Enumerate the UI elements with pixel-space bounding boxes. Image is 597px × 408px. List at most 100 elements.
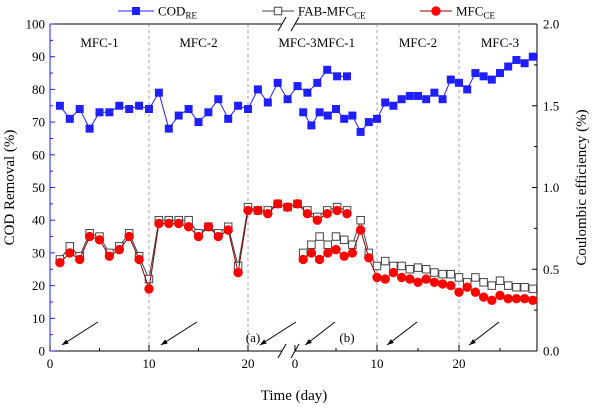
data-point-cod-re [303,88,312,97]
y-right-tick-label: 2.0 [543,17,559,32]
data-point-cod-re [154,88,163,97]
data-point-cod-re [95,108,104,117]
start-arrow-head [469,339,476,345]
data-point-mfc-ce [355,225,366,235]
data-point-cod-re [446,75,455,84]
data-point-cod-re [512,55,521,64]
legend-label: MFCCE [456,4,495,21]
data-point-fab-mfc-ce [307,240,316,249]
data-point-mfc-ce [94,235,105,245]
x-tick-label: 20 [242,356,255,371]
data-point-cod-re [496,69,504,78]
legend-label-sub: CE [354,11,366,21]
data-point-cod-re [214,95,223,104]
y-right-axis-title: Coulombic efficiency (%) [574,109,590,265]
data-point-mfc-ce [223,225,233,235]
plot-frame [49,16,538,359]
data-point-mfc-ce [421,274,431,284]
data-point-fab-mfc-ce [446,269,456,279]
data-point-mfc-ce [65,248,75,258]
y-right-tick-label: 0.5 [543,262,559,277]
data-point-cod-re [430,88,439,97]
x-tick-label: 10 [143,356,156,371]
axis-break-mark [290,16,300,32]
data-point-fab-mfc-ce [503,281,513,290]
data-point-cod-re [204,108,213,117]
data-point-fab-mfc-ce [413,263,423,272]
y-left-tick-label: 90 [32,49,45,64]
cycle-dividers [148,24,460,351]
data-point-mfc-ce [164,218,174,229]
data-point-fab-mfc-ce [315,232,324,241]
data-point-mfc-ce [55,258,65,268]
data-point-mfc-ce [273,199,283,209]
data-point-cod-re [145,105,153,114]
axis-ticks [49,23,537,352]
data-point-mfc-ce [144,284,154,294]
data-point-mfc-ce [405,274,415,284]
y-left-tick-label: 60 [32,147,45,162]
data-point-cod-re [323,65,332,74]
data-point-mfc-ce [511,293,522,304]
data-point-fab-mfc-ce [479,278,488,287]
series-line-cod-re [59,69,347,130]
data-point-cod-re [487,75,496,84]
data-point-cod-re [471,69,480,78]
x-tick-label: 0 [292,356,299,371]
y-left-tick-label: 50 [32,180,45,195]
data-point-mfc-ce [462,282,472,292]
data-point-mfc-ce [114,244,125,255]
y-left-tick-label: 100 [26,17,46,32]
data-point-mfc-ce [388,267,399,278]
start-arrow-line [259,321,297,346]
data-point-fab-mfc-ce [520,282,529,292]
data-point-cod-re [164,124,173,133]
data-point-mfc-ce [380,274,390,284]
data-point-fab-mfc-ce [421,265,431,274]
y-right-tick-label: 0.0 [543,344,559,359]
data-point-cod-re [283,95,292,104]
series-mfc-ce-panel-2 [298,225,538,306]
data-point-cod-re [455,78,463,87]
data-point-mfc-ce [306,248,317,258]
data-point-fab-mfc-ce [372,261,382,271]
start-arrow-head [387,339,394,345]
data-point-fab-mfc-ce [430,268,439,277]
data-point-cod-re [244,105,252,114]
data-point-mfc-ce [84,231,95,242]
data-point-mfc-ce [364,253,374,263]
data-point-cod-re [340,114,349,123]
data-point-cod-re [125,105,134,114]
phase-label: MFC-2 [179,35,217,50]
data-point-mfc-ce [332,205,342,216]
y-left-tick-label: 10 [32,311,45,326]
legend-label: FAB-MFCCE [298,4,366,21]
data-point-mfc-ce [437,279,448,289]
data-point-fab-mfc-ce [356,215,365,225]
data-point-cod-re [405,91,414,100]
data-point-mfc-ce [314,254,325,265]
data-point-cod-re [293,82,302,91]
legend-label-main: MFC [456,4,483,19]
data-point-mfc-ce [528,295,538,306]
data-point-fab-mfc-ce [380,256,390,266]
data-point-mfc-ce [322,208,332,219]
data-point-fab-mfc-ce [331,232,341,241]
data-point-fab-mfc-ce [339,235,349,245]
data-point-mfc-ce [519,293,530,304]
data-point-mfc-ce [75,254,85,265]
data-point-cod-re [479,72,488,81]
data-point-mfc-ce [298,254,308,265]
data-point-cod-re [234,101,243,110]
data-point-mfc-ce [339,251,349,261]
data-point-mfc-ce [243,205,253,216]
data-point-cod-re [55,101,64,110]
data-point-cod-re [75,105,84,114]
text-labels: 0 10 20 0 10 20 0 10 20 30 40 50 60 70 80 90 100 0.0 0.5 1.… [2,17,590,405]
data-point-cod-re [115,101,124,110]
data-point-mfc-ce [124,231,134,242]
data-point-cod-re [381,98,390,107]
data-point-mfc-ce [470,287,481,297]
phase-label: MFC-3 [278,35,316,50]
data-point-cod-re [299,108,308,117]
